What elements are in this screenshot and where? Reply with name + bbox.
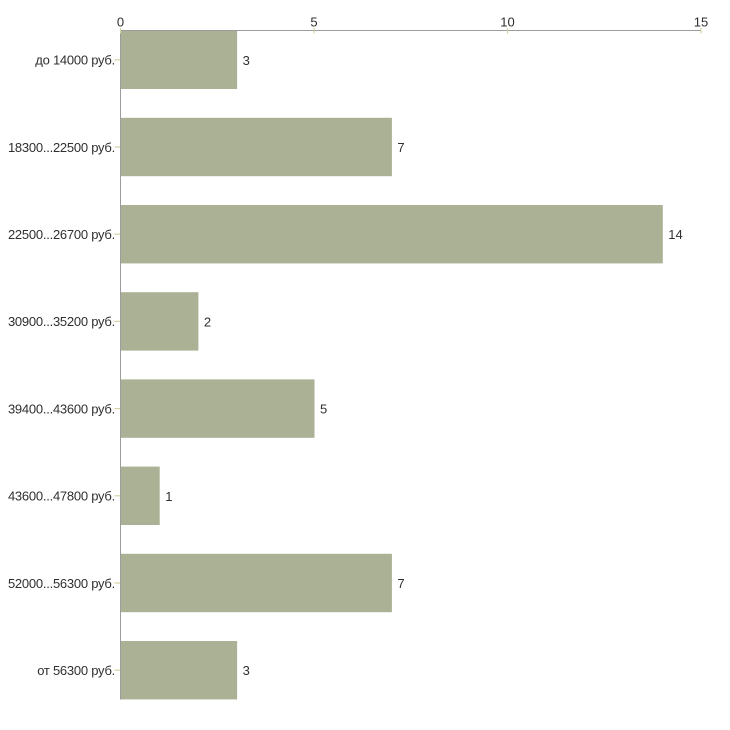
svg-text:39400...43600 руб.: 39400...43600 руб.: [8, 401, 115, 416]
svg-text:5: 5: [310, 15, 317, 30]
svg-text:10: 10: [500, 15, 514, 30]
svg-text:30900...35200 руб.: 30900...35200 руб.: [8, 314, 115, 329]
svg-text:до 14000 руб.: до 14000 руб.: [35, 53, 115, 68]
svg-text:15: 15: [694, 15, 708, 30]
svg-text:от 56300 руб.: от 56300 руб.: [37, 663, 115, 678]
svg-text:1: 1: [165, 489, 172, 504]
svg-text:7: 7: [397, 140, 404, 155]
svg-text:7: 7: [397, 576, 404, 591]
svg-text:14: 14: [668, 227, 682, 242]
svg-text:18300...22500 руб.: 18300...22500 руб.: [8, 140, 115, 155]
svg-text:5: 5: [320, 402, 327, 417]
svg-text:22500...26700 руб.: 22500...26700 руб.: [8, 227, 115, 242]
svg-text:3: 3: [243, 53, 250, 68]
svg-text:43600...47800 руб.: 43600...47800 руб.: [8, 489, 115, 504]
svg-text:52000...56300 руб.: 52000...56300 руб.: [8, 576, 115, 591]
svg-text:0: 0: [117, 15, 124, 30]
svg-text:2: 2: [204, 314, 211, 329]
svg-text:3: 3: [243, 663, 250, 678]
